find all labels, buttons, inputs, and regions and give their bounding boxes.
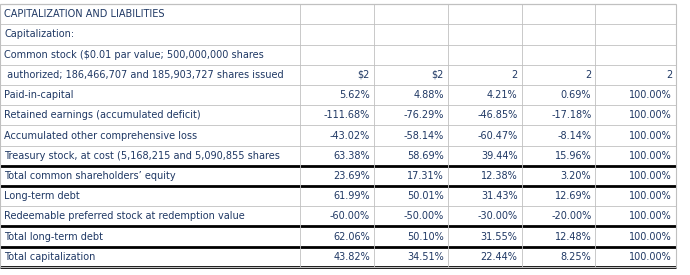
Text: authorized; 186,466,707 and 185,903,727 shares issued: authorized; 186,466,707 and 185,903,727 …: [4, 70, 284, 80]
Text: Total common shareholders’ equity: Total common shareholders’ equity: [4, 171, 176, 181]
Text: 12.38%: 12.38%: [481, 171, 518, 181]
Text: 23.69%: 23.69%: [333, 171, 370, 181]
Text: -17.18%: -17.18%: [551, 110, 591, 120]
Text: 2: 2: [511, 70, 518, 80]
Text: 34.51%: 34.51%: [407, 252, 444, 262]
Text: -46.85%: -46.85%: [477, 110, 518, 120]
Text: 12.48%: 12.48%: [555, 232, 591, 241]
Text: Common stock ($0.01 par value; 500,000,000 shares: Common stock ($0.01 par value; 500,000,0…: [4, 50, 264, 60]
Text: 43.82%: 43.82%: [333, 252, 370, 262]
Text: 100.00%: 100.00%: [629, 252, 672, 262]
Text: 50.10%: 50.10%: [407, 232, 444, 241]
Text: Capitalization:: Capitalization:: [4, 29, 75, 39]
Text: 100.00%: 100.00%: [629, 90, 672, 100]
Text: Total capitalization: Total capitalization: [4, 252, 95, 262]
Text: -60.00%: -60.00%: [330, 211, 370, 221]
Text: 22.44%: 22.44%: [481, 252, 518, 262]
Text: -111.68%: -111.68%: [324, 110, 370, 120]
Text: -60.47%: -60.47%: [477, 131, 518, 141]
Text: -20.00%: -20.00%: [551, 211, 591, 221]
Text: 2: 2: [666, 70, 672, 80]
Text: $2: $2: [431, 70, 444, 80]
Text: Long-term debt: Long-term debt: [4, 191, 80, 201]
Text: 5.62%: 5.62%: [339, 90, 370, 100]
Text: -58.14%: -58.14%: [404, 131, 444, 141]
Text: 8.25%: 8.25%: [560, 252, 591, 262]
Text: 100.00%: 100.00%: [629, 211, 672, 221]
Text: 3.20%: 3.20%: [561, 171, 591, 181]
Text: 50.01%: 50.01%: [407, 191, 444, 201]
Text: -50.00%: -50.00%: [404, 211, 444, 221]
Text: 100.00%: 100.00%: [629, 171, 672, 181]
Text: 0.69%: 0.69%: [561, 90, 591, 100]
Text: CAPITALIZATION AND LIABILITIES: CAPITALIZATION AND LIABILITIES: [4, 9, 165, 19]
Text: 39.44%: 39.44%: [481, 151, 518, 161]
Text: 62.06%: 62.06%: [333, 232, 370, 241]
Text: -43.02%: -43.02%: [330, 131, 370, 141]
Text: 4.88%: 4.88%: [413, 90, 444, 100]
Text: 100.00%: 100.00%: [629, 151, 672, 161]
Text: 31.43%: 31.43%: [481, 191, 518, 201]
Text: 15.96%: 15.96%: [555, 151, 591, 161]
Text: 100.00%: 100.00%: [629, 191, 672, 201]
Text: Total long-term debt: Total long-term debt: [4, 232, 103, 241]
Text: $2: $2: [357, 70, 370, 80]
Text: 100.00%: 100.00%: [629, 131, 672, 141]
Text: 17.31%: 17.31%: [407, 171, 444, 181]
Text: Treasury stock, at cost (5,168,215 and 5,090,855 shares: Treasury stock, at cost (5,168,215 and 5…: [4, 151, 280, 161]
Text: 61.99%: 61.99%: [333, 191, 370, 201]
Text: 63.38%: 63.38%: [333, 151, 370, 161]
Text: Accumulated other comprehensive loss: Accumulated other comprehensive loss: [4, 131, 197, 141]
Text: -8.14%: -8.14%: [558, 131, 591, 141]
Text: Retained earnings (accumulated deficit): Retained earnings (accumulated deficit): [4, 110, 201, 120]
Text: Paid-in-capital: Paid-in-capital: [4, 90, 74, 100]
Text: 4.21%: 4.21%: [487, 90, 518, 100]
Text: -30.00%: -30.00%: [477, 211, 518, 221]
Text: Redeemable preferred stock at redemption value: Redeemable preferred stock at redemption…: [4, 211, 245, 221]
Text: 2: 2: [585, 70, 591, 80]
Text: 100.00%: 100.00%: [629, 110, 672, 120]
Text: 58.69%: 58.69%: [407, 151, 444, 161]
Text: -76.29%: -76.29%: [403, 110, 444, 120]
Text: 31.55%: 31.55%: [481, 232, 518, 241]
Text: 12.69%: 12.69%: [555, 191, 591, 201]
Text: 100.00%: 100.00%: [629, 232, 672, 241]
